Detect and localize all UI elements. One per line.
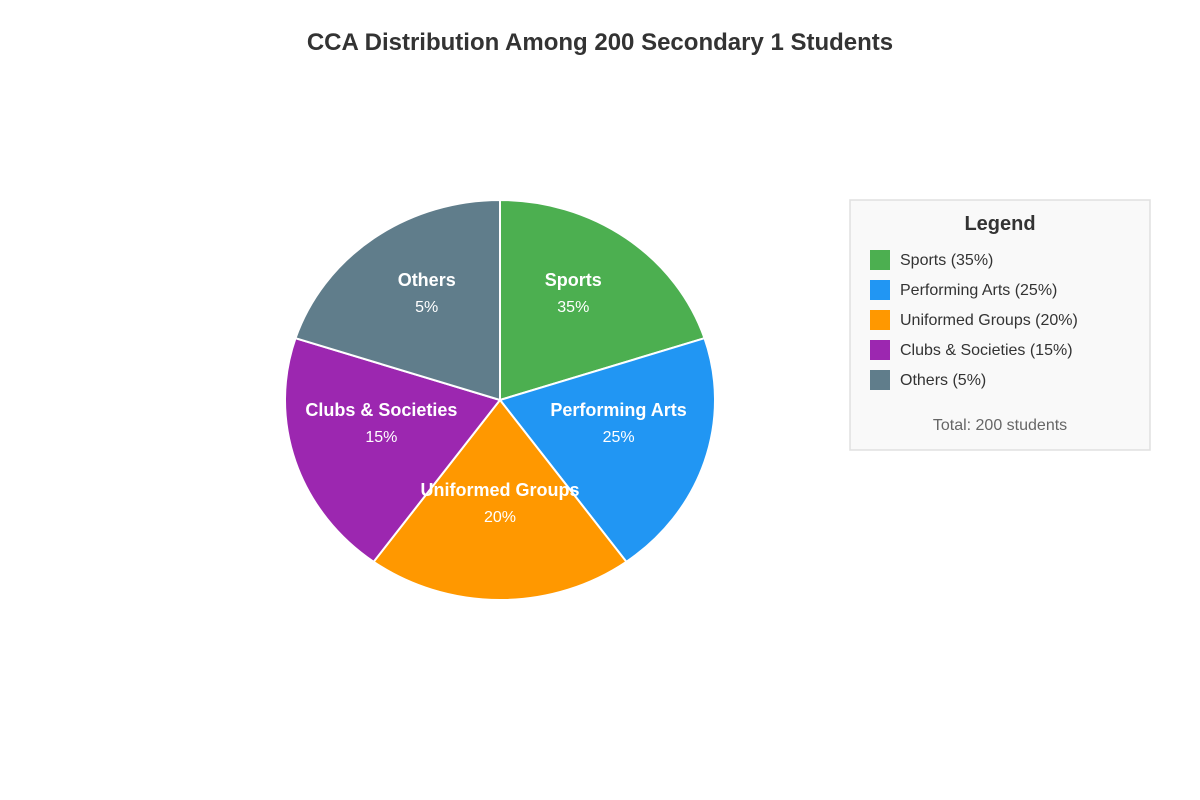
slice-label-uniformed-groups: Uniformed Groups <box>420 480 579 500</box>
legend-swatch-others <box>870 370 890 390</box>
slice-label-others: Others <box>398 270 456 290</box>
pie-slice-uniformed-groups <box>372 398 628 601</box>
legend-swatch-sports <box>870 250 890 270</box>
pie-slices <box>284 198 716 601</box>
slice-value-clubs-and-societies: 15% <box>365 429 397 446</box>
legend-label-sports: Sports (35%) <box>900 252 993 269</box>
legend-title: Legend <box>964 213 1035 235</box>
legend: Legend Sports (35%) Performing Arts (25%)… <box>849 199 1151 451</box>
legend-swatch-uniformed-groups <box>870 310 890 330</box>
slice-label-sports: Sports <box>545 270 602 290</box>
pie-slice-others <box>294 198 501 402</box>
legend-label-clubs-and-societies: Clubs & Societies (15%) <box>900 342 1073 359</box>
legend-label-others: Others (5%) <box>900 372 986 389</box>
slice-value-sports: 35% <box>557 299 589 316</box>
slice-value-performing-arts: 25% <box>603 429 635 446</box>
legend-items: Sports (35%) Performing Arts (25%) Uniform… <box>870 250 1078 390</box>
slice-label-clubs-and-societies: Clubs & Societies <box>305 400 457 420</box>
legend-swatch-clubs-and-societies <box>870 340 890 360</box>
slice-label-performing-arts: Performing Arts <box>550 400 686 420</box>
slice-value-others: 5% <box>415 299 438 316</box>
pie-slice-performing-arts <box>498 336 716 564</box>
legend-label-performing-arts: Performing Arts (25%) <box>900 282 1057 299</box>
slice-value-uniformed-groups: 20% <box>484 509 516 526</box>
pie-slice-labels: Sports 35% Performing Arts 25% Uniformed Gro… <box>305 270 686 526</box>
pie-slice-sports <box>499 198 706 402</box>
chart-title: CCA Distribution Among 200 Secondary 1 S… <box>307 29 893 56</box>
pie-slice-clubs-and-societies <box>284 336 502 564</box>
legend-label-uniformed-groups: Uniformed Groups (20%) <box>900 312 1078 329</box>
legend-total: Total: 200 students <box>933 417 1067 434</box>
legend-box <box>849 199 1151 451</box>
legend-swatch-performing-arts <box>870 280 890 300</box>
